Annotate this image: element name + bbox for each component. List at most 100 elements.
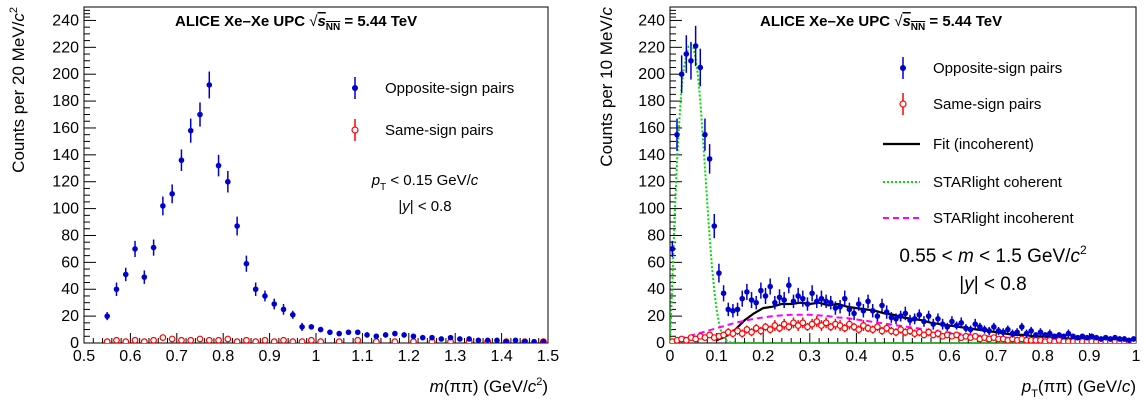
data-point	[1116, 336, 1123, 342]
legend-label: Opposite-sign pairs	[385, 80, 514, 97]
data-point	[512, 337, 519, 343]
x-tick-label: 0.6	[119, 348, 141, 365]
x-tick-label: 0.1	[705, 348, 727, 365]
legend-marker	[351, 126, 359, 134]
data-point	[757, 327, 765, 335]
data-point	[503, 338, 510, 343]
y-tick-label: 0	[70, 335, 79, 352]
data-point	[466, 336, 472, 342]
data-point	[963, 325, 969, 332]
data-point	[1042, 332, 1048, 338]
y-tick-label: 80	[647, 227, 665, 244]
data-point	[967, 326, 974, 333]
data-point	[336, 330, 343, 337]
data-point	[790, 298, 797, 305]
data-point	[716, 270, 722, 276]
data-point	[916, 311, 923, 318]
data-point	[169, 191, 175, 197]
data-point	[1070, 333, 1076, 340]
data-point	[697, 64, 704, 71]
x-tick-label: 1	[312, 348, 321, 365]
data-point	[140, 338, 148, 343]
data-point	[168, 335, 176, 343]
data-point	[401, 332, 407, 338]
data-point	[972, 321, 979, 327]
data-point	[888, 314, 895, 321]
data-point	[1093, 334, 1100, 341]
x-tick-label: 0.6	[938, 348, 960, 365]
data-point	[977, 324, 983, 330]
y-tick-label: 200	[638, 66, 665, 83]
data-point	[225, 178, 231, 185]
y-tick-label: 60	[61, 254, 79, 271]
data-point	[711, 223, 718, 229]
x-tick-label: 0.9	[1078, 348, 1100, 365]
data-point	[1056, 332, 1062, 338]
data-point	[748, 297, 755, 303]
y-axis-label: Counts per 20 MeV/c2	[8, 7, 28, 173]
data-point	[187, 127, 194, 134]
data-point	[674, 131, 680, 138]
data-point	[1112, 334, 1118, 341]
data-point	[104, 313, 110, 319]
data-point	[678, 71, 685, 77]
x-axis-label: pT(ππ) (GeV/c)	[1021, 377, 1136, 400]
data-point	[991, 324, 997, 330]
data-point	[373, 333, 380, 340]
data-point	[243, 336, 250, 343]
data-point	[113, 336, 120, 343]
legend-label: Same-sign pairs	[385, 122, 493, 139]
x-tick-label: 0.4	[845, 348, 867, 365]
data-point	[953, 322, 960, 329]
data-point	[720, 290, 727, 297]
data-point	[215, 162, 222, 169]
data-point	[738, 330, 746, 337]
data-point	[809, 290, 815, 297]
y-tick-label: 20	[647, 308, 665, 325]
legend: Opposite-sign pairs Same-sign pairs	[351, 77, 514, 141]
data-point	[475, 337, 482, 343]
data-point	[1033, 332, 1039, 338]
data-point	[822, 319, 830, 327]
data-point	[1060, 333, 1067, 340]
x-axis-label: m(ππ) (GeV/c2)	[430, 376, 548, 396]
legend-label: STARlight coherent	[933, 174, 1063, 191]
data-point	[753, 299, 760, 306]
data-point	[766, 326, 774, 333]
y-axis-label: Counts per 10 MeV/c	[597, 7, 616, 167]
data-point	[159, 334, 167, 342]
data-point	[280, 336, 287, 343]
y-tick-label: 240	[638, 12, 665, 29]
series-opposite-sign-pairs	[104, 71, 547, 343]
data-point	[354, 336, 362, 343]
data-point	[457, 336, 463, 342]
x-tick-label: 0.7	[985, 348, 1007, 365]
data-point	[1065, 330, 1072, 337]
data-point	[308, 324, 315, 330]
data-point	[921, 318, 927, 325]
data-point	[197, 111, 203, 118]
data-point	[939, 321, 946, 327]
data-point	[1079, 333, 1086, 340]
data-point	[670, 246, 676, 252]
data-point	[531, 338, 537, 343]
data-point	[345, 329, 352, 336]
data-point	[1088, 333, 1095, 340]
data-point	[958, 320, 965, 326]
data-point	[317, 326, 324, 333]
data-point	[252, 338, 260, 343]
x-tick-label: 0.8	[1032, 348, 1054, 365]
data-point	[873, 323, 881, 331]
y-tick-label: 80	[61, 227, 79, 244]
data-point	[160, 203, 166, 209]
x-tick-label: 0.8	[212, 348, 234, 365]
data-point	[280, 306, 287, 313]
data-point	[739, 295, 746, 302]
data-point	[911, 316, 918, 322]
data-point	[767, 283, 773, 290]
data-point	[1028, 328, 1034, 334]
y-tick-label: 240	[52, 12, 79, 29]
data-point	[692, 43, 699, 49]
data-point	[841, 324, 849, 332]
y-tick-label: 40	[647, 281, 665, 298]
